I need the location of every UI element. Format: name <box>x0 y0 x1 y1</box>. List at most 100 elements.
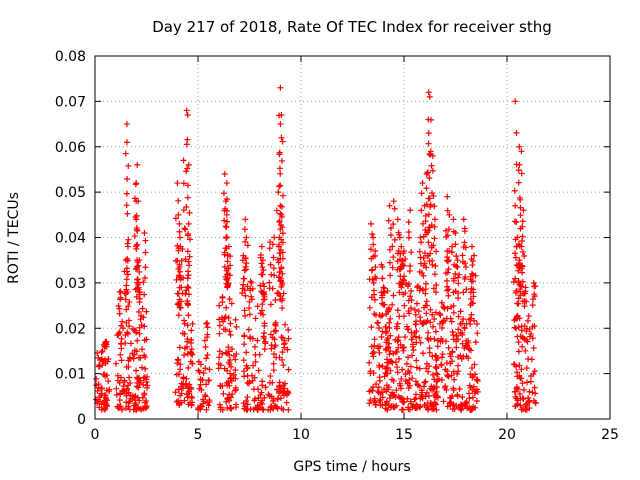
data-point <box>123 385 130 392</box>
data-point <box>454 336 461 343</box>
data-point <box>443 257 450 264</box>
data-point <box>471 361 478 368</box>
y-tick-label: 0.07 <box>55 94 86 110</box>
data-point <box>261 293 268 300</box>
data-point <box>133 266 140 273</box>
data-point <box>387 348 394 355</box>
data-point <box>242 292 249 299</box>
data-point <box>279 138 286 145</box>
data-point <box>270 360 277 367</box>
data-point <box>230 352 237 359</box>
data-point <box>383 323 390 330</box>
data-point <box>267 331 274 338</box>
data-point <box>277 395 284 402</box>
data-point <box>186 253 193 260</box>
data-point <box>126 374 133 381</box>
data-point <box>518 243 525 250</box>
data-point <box>531 384 538 391</box>
data-point <box>529 389 536 396</box>
data-point <box>456 386 463 393</box>
data-point <box>202 344 209 351</box>
data-point <box>279 281 286 288</box>
data-point <box>455 295 462 302</box>
data-point <box>433 282 440 289</box>
data-point <box>446 211 453 218</box>
data-point <box>102 360 109 367</box>
data-point <box>278 211 285 218</box>
data-point <box>258 307 265 314</box>
data-point <box>403 360 410 367</box>
data-point <box>232 375 239 382</box>
data-point <box>386 319 393 326</box>
data-point <box>206 366 213 373</box>
data-point <box>276 218 283 225</box>
data-point <box>385 340 392 347</box>
data-point <box>113 360 120 367</box>
data-point <box>186 381 193 388</box>
data-point <box>443 277 450 284</box>
data-point <box>396 380 403 387</box>
data-point <box>227 320 234 327</box>
data-point <box>176 220 183 227</box>
data-point <box>266 279 273 286</box>
data-point <box>529 296 536 303</box>
data-point <box>221 170 228 177</box>
data-point <box>141 275 148 282</box>
data-point <box>398 243 405 250</box>
data-point <box>242 312 249 319</box>
data-point <box>469 257 476 264</box>
data-point <box>469 374 476 381</box>
data-point <box>431 203 438 210</box>
data-point <box>524 317 531 324</box>
data-point <box>225 243 232 250</box>
data-point <box>445 344 452 351</box>
data-point <box>227 331 234 338</box>
data-point <box>384 287 391 294</box>
data-point <box>389 389 396 396</box>
data-point <box>97 356 104 363</box>
data-point <box>398 284 405 291</box>
data-point <box>120 387 127 394</box>
data-point <box>271 234 278 241</box>
data-point <box>518 366 525 373</box>
data-point <box>515 279 522 286</box>
data-point <box>531 322 538 329</box>
data-point <box>379 394 386 401</box>
data-point <box>519 263 526 270</box>
data-point <box>273 354 280 361</box>
data-point <box>461 325 468 332</box>
data-point <box>278 134 285 141</box>
data-point <box>429 353 436 360</box>
data-point <box>382 369 389 376</box>
data-point <box>123 276 130 283</box>
data-point <box>135 308 142 315</box>
data-point <box>454 257 461 264</box>
data-point <box>394 216 401 223</box>
data-point <box>510 361 517 368</box>
data-point <box>405 229 412 236</box>
data-point <box>228 405 235 412</box>
data-point <box>444 305 451 312</box>
data-point <box>389 264 396 271</box>
data-point <box>181 345 188 352</box>
data-point <box>267 261 274 268</box>
data-point <box>184 384 191 391</box>
data-point <box>221 263 228 270</box>
data-point <box>280 290 287 297</box>
data-point <box>379 275 386 282</box>
data-point <box>456 271 463 278</box>
x-tick-label: 25 <box>601 427 619 443</box>
data-point <box>396 234 403 241</box>
data-point <box>242 216 249 223</box>
data-point <box>366 400 373 407</box>
data-point <box>461 225 468 232</box>
data-point <box>512 275 519 282</box>
data-point <box>398 376 405 383</box>
data-point <box>392 394 399 401</box>
data-point <box>523 298 530 305</box>
data-point <box>284 391 291 398</box>
data-point <box>181 317 188 324</box>
data-point <box>472 339 479 346</box>
data-point <box>427 201 434 208</box>
data-point <box>241 275 248 282</box>
